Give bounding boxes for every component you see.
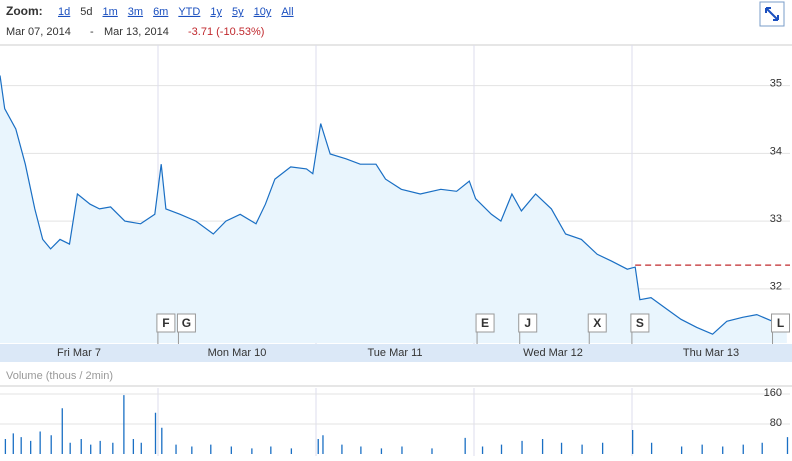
flag-box[interactable] xyxy=(176,313,196,333)
volume-bar xyxy=(541,439,544,454)
zoom-option[interactable]: 10y xyxy=(254,6,272,18)
volume-bar xyxy=(322,435,324,454)
volume-bar xyxy=(401,446,403,454)
area-fill xyxy=(0,75,787,343)
flag-label[interactable]: G xyxy=(182,316,191,330)
x-band-label: Tue Mar 11 xyxy=(367,347,422,359)
volume-bar xyxy=(20,437,22,454)
volume-bar xyxy=(191,446,193,454)
flag-box[interactable] xyxy=(156,313,176,333)
start-date: Mar 07, 2014 xyxy=(6,26,71,38)
volume-bar xyxy=(601,442,604,454)
zoom-label: Zoom: xyxy=(6,4,43,18)
volume-bar xyxy=(69,442,71,454)
zoom-option[interactable]: 6m xyxy=(153,6,168,18)
volume-bar xyxy=(761,442,763,454)
volume-bar xyxy=(175,444,177,454)
flag-label[interactable]: J xyxy=(524,316,531,330)
zoom-option[interactable]: All xyxy=(281,6,293,18)
expand-box[interactable] xyxy=(759,1,785,27)
x-band-label: Fri Mar 7 xyxy=(57,347,101,359)
volume-bar xyxy=(650,442,653,454)
x-band-label: Thu Mar 13 xyxy=(683,347,739,359)
flag-label[interactable]: S xyxy=(636,316,644,330)
volume-bar xyxy=(680,446,683,454)
volume-bar xyxy=(632,430,634,454)
volume-bar xyxy=(230,446,232,454)
flag-label[interactable]: F xyxy=(162,316,169,330)
zoom-option[interactable]: 1d xyxy=(58,6,70,18)
volume-bar xyxy=(112,442,114,454)
volume-bar xyxy=(210,444,212,454)
zoom-option[interactable]: 5y xyxy=(232,6,244,18)
zoom-option[interactable]: YTD xyxy=(178,6,200,18)
volume-bar xyxy=(786,437,789,454)
volume-bar xyxy=(521,440,523,454)
zoom-option[interactable]: 3m xyxy=(128,6,143,18)
y-tick-label: 34 xyxy=(770,145,782,157)
price-line xyxy=(0,75,788,335)
flag-label[interactable]: E xyxy=(481,316,489,330)
volume-bar xyxy=(431,448,433,454)
volume-bar xyxy=(30,440,32,454)
volume-bar xyxy=(251,448,253,454)
volume-bar xyxy=(61,408,63,454)
y-tick-label: 80 xyxy=(770,417,782,429)
expand-button[interactable] xyxy=(759,1,785,27)
volume-bar xyxy=(4,439,7,454)
zoom-option[interactable]: 1y xyxy=(210,6,222,18)
volume-bar xyxy=(360,446,362,454)
volume-bar xyxy=(50,435,52,454)
volume-bar xyxy=(140,442,142,454)
separator: - xyxy=(90,26,94,38)
volume-label: Volume (thous / 2min) xyxy=(6,370,113,382)
flag-box[interactable] xyxy=(475,313,495,333)
flag-box[interactable] xyxy=(771,313,791,333)
volume-bar xyxy=(742,444,744,454)
volume-bar xyxy=(560,442,563,454)
y-tick-label: 33 xyxy=(770,213,782,225)
flag-box[interactable] xyxy=(587,313,607,333)
volume-bar xyxy=(90,444,92,454)
y-tick-label: 32 xyxy=(770,281,782,293)
flag-box[interactable] xyxy=(630,313,650,333)
volume-bar xyxy=(132,439,135,454)
volume-bar xyxy=(99,440,101,454)
volume-bar xyxy=(317,439,319,454)
zoom-option: 5d xyxy=(80,6,92,18)
expand-icon[interactable] xyxy=(765,7,779,21)
x-band-label: Wed Mar 12 xyxy=(523,347,583,359)
flag-box[interactable] xyxy=(518,313,538,333)
volume-bar xyxy=(464,437,466,454)
x-axis-band xyxy=(0,344,792,362)
volume-bar xyxy=(481,446,484,454)
volume-bar xyxy=(80,439,82,454)
y-tick-label: 160 xyxy=(764,387,782,399)
volume-bar xyxy=(161,427,163,454)
volume-bar xyxy=(12,433,14,454)
volume-bar xyxy=(39,431,41,454)
change: -3.71 (-10.53%) xyxy=(188,26,264,38)
volume-bar xyxy=(290,448,293,454)
volume-bar xyxy=(341,444,343,454)
volume-bar xyxy=(581,444,583,454)
volume-bar xyxy=(123,395,125,454)
flag-label[interactable]: X xyxy=(593,316,601,330)
x-band-label: Mon Mar 10 xyxy=(208,347,267,359)
volume-bar xyxy=(500,444,503,454)
volume-bar xyxy=(270,446,272,454)
volume-bar xyxy=(154,412,157,454)
volume-bar xyxy=(380,448,383,454)
zoom-option[interactable]: 1m xyxy=(103,6,118,18)
flag-label[interactable]: L xyxy=(777,316,784,330)
volume-bar xyxy=(722,446,724,454)
end-date: Mar 13, 2014 xyxy=(104,26,169,38)
volume-bar xyxy=(701,444,703,454)
y-tick-label: 35 xyxy=(770,78,782,90)
